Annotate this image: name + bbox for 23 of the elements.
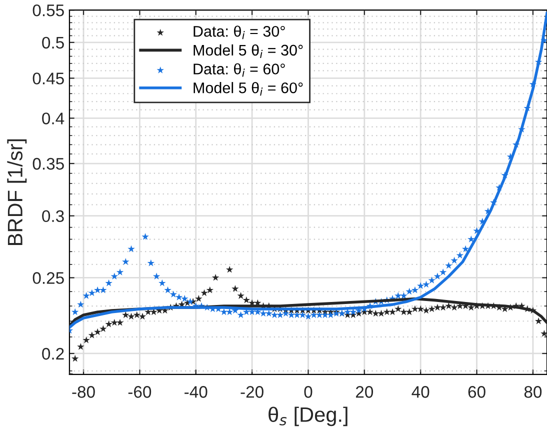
x-tick-label: -80 bbox=[72, 386, 95, 398]
y-tick-label: 0.35 bbox=[32, 158, 64, 170]
y-tick-label: 0.2 bbox=[42, 348, 64, 360]
x-tick-label: -20 bbox=[240, 386, 264, 398]
x-tick-label: 40 bbox=[412, 386, 430, 398]
x-tick-label: 0 bbox=[304, 386, 312, 398]
y-tick-label: 0.25 bbox=[32, 272, 64, 284]
x-tick-label: 20 bbox=[356, 386, 374, 398]
legend-label: Data: θ$_{i}$ = 60° bbox=[194, 63, 285, 77]
x-tick-label: 60 bbox=[468, 386, 486, 398]
legend-label: Data: θ$_{i}$ = 30° bbox=[194, 26, 285, 40]
y-axis-title: BRDF [1/sr] bbox=[7, 139, 27, 245]
y-tick-label: 0.55 bbox=[32, 4, 64, 16]
y-tick-label: 0.3 bbox=[42, 210, 64, 222]
y-tick-label: 0.45 bbox=[32, 72, 64, 84]
x-tick-label: -60 bbox=[128, 386, 152, 398]
x-axis-title: θ$_{s}$ [Deg.] bbox=[268, 406, 348, 426]
y-tick-label: 0.4 bbox=[42, 112, 64, 124]
y-tick-label: 0.5 bbox=[42, 36, 64, 49]
legend-label: Model 5 θ$_{i}$ = 30° bbox=[194, 44, 303, 58]
x-tick-label: -40 bbox=[184, 386, 208, 398]
x-tick-label: 80 bbox=[524, 386, 542, 398]
legend-label: Model 5 θ$_{i}$ = 60° bbox=[194, 82, 303, 96]
